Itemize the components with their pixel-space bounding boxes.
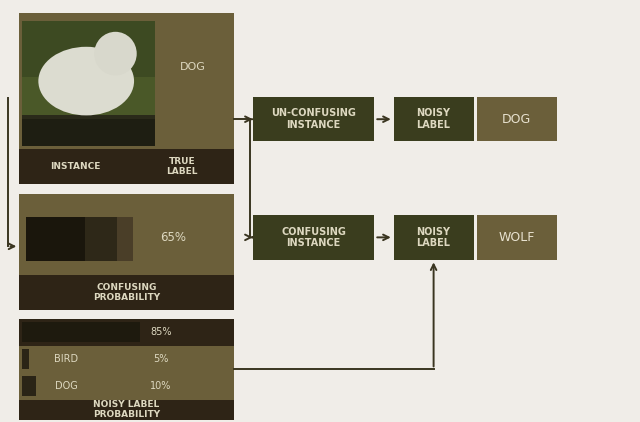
Bar [19,319,234,346]
Bar [22,376,36,396]
Text: BIRD: BIRD [54,354,79,364]
Bar [22,322,140,342]
Text: CONFUSING
PROBABILITY: CONFUSING PROBABILITY [93,283,160,303]
Text: TRUE
LABEL: TRUE LABEL [166,157,198,176]
Ellipse shape [94,32,137,76]
Bar [477,215,557,260]
Text: NOISY LABEL
PROBABILITY: NOISY LABEL PROBABILITY [93,400,160,419]
Bar [19,275,234,310]
Text: DOG: DOG [55,381,77,391]
Bar [19,319,234,420]
Text: WOLF: WOLF [499,231,535,244]
Bar [19,149,234,184]
Bar [22,21,156,146]
Bar [19,13,234,184]
Bar [19,373,234,400]
Bar [253,97,374,141]
Text: UN-CONFUSING
INSTANCE: UN-CONFUSING INSTANCE [271,108,356,130]
Text: NOISY
LABEL: NOISY LABEL [417,227,451,248]
Bar [19,346,234,373]
Text: 85%: 85% [150,327,172,337]
Text: 65%: 65% [161,230,187,243]
Bar [116,217,133,261]
Text: DOG: DOG [502,113,531,126]
Bar [394,97,474,141]
Ellipse shape [38,47,134,115]
Text: 10%: 10% [150,381,172,391]
Text: INSTANCE: INSTANCE [50,162,100,171]
Bar [84,217,116,261]
Bar [19,194,234,310]
Bar [253,215,374,260]
Bar [22,21,156,77]
Text: WOLF: WOLF [52,327,81,337]
Bar [394,215,474,260]
Text: DOG: DOG [180,62,206,72]
Bar [22,119,156,146]
Text: 5%: 5% [153,354,168,364]
Bar [26,217,84,261]
Bar [22,21,156,115]
Bar [19,400,234,420]
Text: NOISY
LABEL: NOISY LABEL [417,108,451,130]
Bar [477,97,557,141]
Text: CONFUSING
INSTANCE: CONFUSING INSTANCE [281,227,346,248]
Bar [22,349,29,369]
